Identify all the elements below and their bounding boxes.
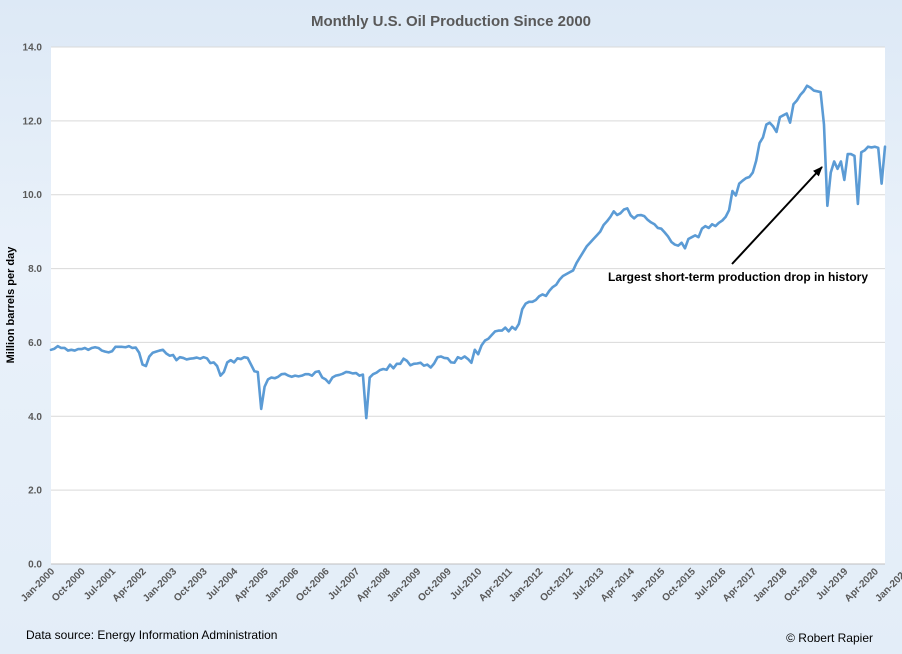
y-axis-label: Million barrels per day xyxy=(5,246,17,364)
y-tick-label: 4.0 xyxy=(28,412,42,423)
y-tick-label: 12.0 xyxy=(23,116,43,127)
y-tick-label: 6.0 xyxy=(28,338,42,349)
y-tick-label: 10.0 xyxy=(23,190,43,201)
x-tick-labels: Jan-2000Oct-2000Jul-2001Apr-2002Jan-2003… xyxy=(19,566,902,604)
chart-title: Monthly U.S. Oil Production Since 2000 xyxy=(311,13,591,30)
gridlines xyxy=(51,46,885,565)
x-tick-label: Oct-2009 xyxy=(416,566,454,604)
y-tick-label: 2.0 xyxy=(28,486,42,497)
author-credit: © Robert Rapier xyxy=(786,631,873,645)
x-tick-label: Oct-2003 xyxy=(172,566,210,604)
series-line xyxy=(49,84,887,420)
x-tick-label: Oct-2012 xyxy=(538,566,576,604)
y-tick-label: 8.0 xyxy=(28,264,42,275)
x-tick-label: Oct-2006 xyxy=(294,566,332,604)
data-source-note: Data source: Energy Information Administ… xyxy=(26,628,277,642)
x-tick-label: Oct-2000 xyxy=(50,566,88,604)
annotation: Largest short-term production drop in hi… xyxy=(608,166,868,284)
annotation-arrow xyxy=(731,166,823,265)
y-tick-label: 14.0 xyxy=(23,43,43,54)
y-tick-labels: 0.0 2.0 4.0 6.0 8.0 10.0 12.0 14.0 xyxy=(23,43,43,571)
plot-area xyxy=(51,47,885,564)
annotation-text: Largest short-term production drop in hi… xyxy=(608,270,868,284)
x-tick-label: Oct-2015 xyxy=(660,566,698,604)
x-tick-label: Oct-2018 xyxy=(782,566,820,604)
y-tick-label: 0.0 xyxy=(28,560,42,571)
